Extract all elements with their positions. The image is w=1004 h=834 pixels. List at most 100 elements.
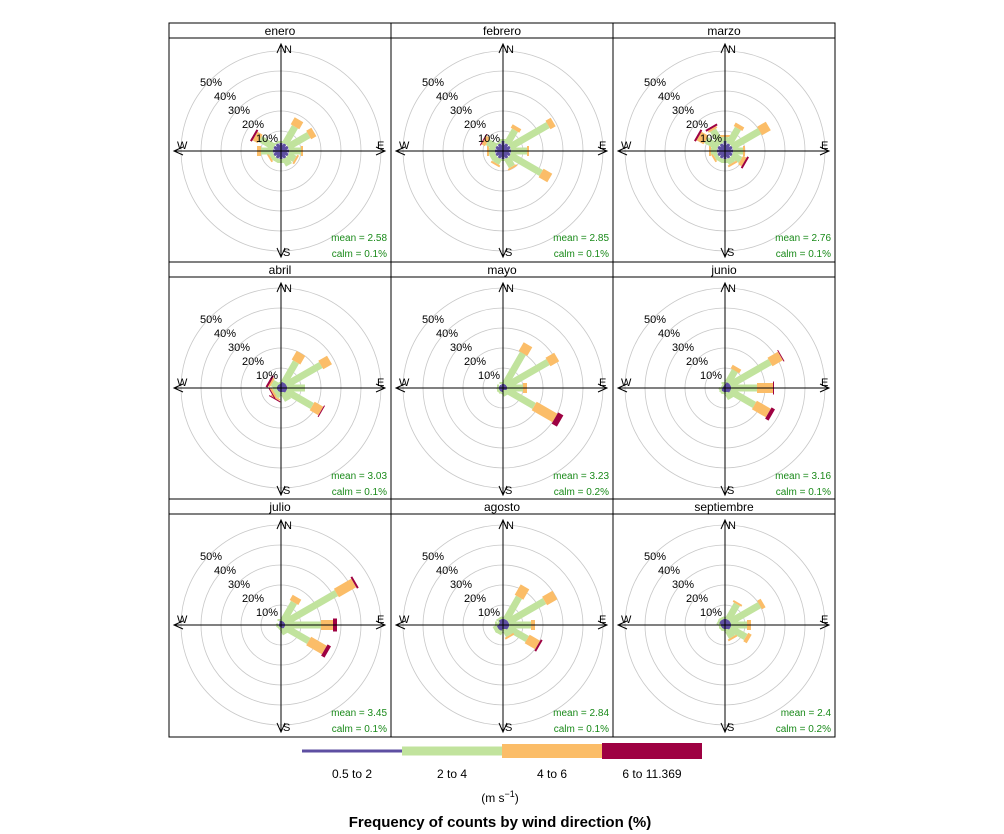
mean-label: mean = 3.45: [331, 708, 387, 719]
panel-grid: enero N S W E 10% 20% 30% 40% 50% mean = 2.58 calm …: [168, 22, 836, 738]
ring-label: 40%: [214, 328, 236, 340]
ring-label: 20%: [242, 356, 264, 368]
wind-bar-30-bin3: [730, 364, 742, 374]
panel-title: julio: [268, 500, 291, 514]
wind-bar-120-bin3: [538, 168, 553, 183]
mean-label: mean = 3.23: [553, 471, 609, 482]
compass-w: W: [621, 140, 632, 152]
compass-s: S: [283, 247, 290, 259]
calm-label: calm = 0.1%: [554, 724, 609, 735]
wind-bar-120-bin4: [740, 156, 749, 169]
wind-bar-330-bin2: [275, 381, 282, 387]
wind-bar-300-bin3: [268, 377, 275, 388]
compass-n: N: [728, 520, 736, 532]
ring-label: 40%: [658, 565, 680, 577]
ring-label: 40%: [214, 91, 236, 103]
axis-arrowhead: [498, 722, 508, 734]
axis-arrowhead: [394, 620, 406, 630]
units-label: (m s−1): [481, 789, 519, 805]
wind-bar-150-bin2: [504, 156, 515, 169]
wind-bar-150-bin2: [282, 156, 292, 167]
wind-bar-150-bin2: [725, 628, 735, 639]
ring-label: 50%: [422, 77, 444, 89]
ring-label: 20%: [242, 593, 264, 605]
axis-arrowhead: [720, 722, 730, 734]
axis-arrowhead: [498, 42, 508, 54]
ring-label: 20%: [686, 119, 708, 131]
axis-arrowhead: [276, 485, 286, 497]
ring-label: 40%: [658, 91, 680, 103]
panel-plot-area: N S W E 10% 20% 30% 40% 50%: [394, 281, 609, 497]
units-label-superscript: −1: [505, 789, 515, 799]
wind-bar-60-bin2: [504, 359, 550, 389]
calm-label: calm = 0.2%: [776, 724, 831, 735]
wind-bar-120-bin2: [506, 625, 529, 642]
axis-arrowhead: [375, 146, 387, 156]
wind-rose-panel-agosto: agosto N S W E 10% 20% 30% 40% 50% mean = 2.84 calm…: [390, 498, 614, 738]
compass-s: S: [727, 722, 734, 734]
compass-s: S: [505, 247, 512, 259]
ring-label: 20%: [464, 593, 486, 605]
ring-label: 50%: [644, 77, 666, 89]
panel-title: febrero: [483, 24, 521, 38]
wind-bar-30-bin2: [503, 595, 522, 622]
mean-label: mean = 2.4: [781, 708, 832, 719]
wind-bar-330-bin2: [496, 616, 503, 622]
wind-bar-60-bin4: [350, 576, 359, 589]
compass-e: E: [821, 614, 828, 626]
ring-label: 50%: [200, 77, 222, 89]
wind-bar-120-bin2: [508, 152, 543, 176]
wind-bar-120-bin3: [524, 634, 541, 650]
wind-bar-120-bin4: [534, 639, 543, 652]
legend-label-1: 0.5 to 2: [332, 767, 372, 781]
axis-arrowhead: [819, 146, 831, 156]
wind-bar-120-bin3: [309, 401, 324, 416]
axis-arrowhead: [375, 383, 387, 393]
compass-e: E: [599, 377, 606, 389]
wind-bar-300-bin4: [265, 375, 274, 388]
wind-bar-30-bin3: [291, 350, 306, 365]
wind-bar-210-bin3: [490, 160, 501, 168]
wind-bar-30-bin3: [732, 600, 743, 607]
wind-bar-30-bin3: [733, 122, 745, 131]
wind-bar-330-bin2: [495, 140, 502, 146]
ring-label: 30%: [672, 579, 694, 591]
ring-label: 50%: [644, 314, 666, 326]
compass-e: E: [599, 614, 606, 626]
ring-label: 40%: [658, 328, 680, 340]
wind-bar-60-bin3: [545, 117, 556, 130]
ring-label: 30%: [228, 342, 250, 354]
panel-title: junio: [710, 263, 737, 277]
axis-arrowhead: [720, 281, 730, 293]
axis-arrowhead: [597, 620, 609, 630]
mean-label: mean = 2.76: [775, 233, 831, 244]
axis-arrowhead: [172, 146, 184, 156]
ring-label: 10%: [478, 370, 500, 382]
wind-bar-120-bin4: [321, 644, 331, 658]
legend-swatch-3: [502, 744, 602, 758]
axis-arrowhead: [498, 518, 508, 530]
ring-label: 40%: [436, 328, 458, 340]
axis-arrowhead: [819, 620, 831, 630]
mean-label: mean = 2.84: [553, 708, 609, 719]
wind-bar-120-bin3: [531, 401, 558, 423]
wind-rose-panel-mayo: mayo N S W E 10% 20% 30% 40% 50% mean = 3.23 calm =…: [390, 261, 614, 501]
compass-w: W: [177, 140, 188, 152]
axis-arrowhead: [498, 281, 508, 293]
wind-bar-120-bin4: [317, 405, 325, 418]
wind-bar-120-bin3: [751, 400, 771, 418]
compass-n: N: [506, 44, 514, 56]
compass-e: E: [377, 377, 384, 389]
wind-bar-330-bin2: [273, 140, 280, 146]
wind-bar-60-bin2: [282, 590, 339, 626]
ring-label: 50%: [644, 551, 666, 563]
wind-bar-60-bin3: [757, 598, 766, 610]
units-label-close: ): [515, 791, 519, 805]
ring-label: 50%: [200, 314, 222, 326]
wind-bar-60-bin3: [757, 121, 771, 136]
wind-bar-60-bin2: [730, 128, 762, 150]
calm-label: calm = 0.1%: [332, 487, 387, 498]
wind-bar-240-bin4: [268, 387, 276, 400]
wind-bar-60-bin3: [318, 355, 332, 370]
